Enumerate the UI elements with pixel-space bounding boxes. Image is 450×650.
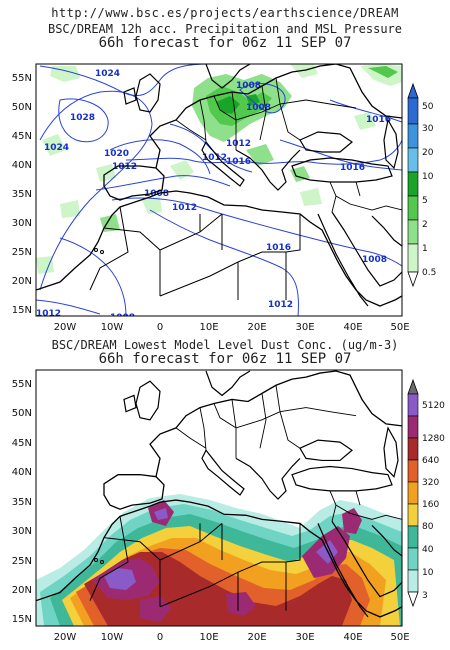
isobar-label: 1016 bbox=[226, 157, 251, 167]
top-panel-forecast: 66h forecast for 06z 11 SEP 07 bbox=[98, 35, 352, 51]
lat-label: 20N bbox=[12, 585, 32, 596]
lat-label: 35N bbox=[12, 497, 32, 508]
colorbar-label: 320 bbox=[422, 478, 439, 488]
dust-map-panel bbox=[35, 369, 403, 627]
colorbar-label: 5120 bbox=[422, 401, 445, 411]
top-lon-axis: 20W 10W 0 10E 20E 30E 40E 50E bbox=[54, 322, 410, 333]
lat-label: 50N bbox=[12, 408, 32, 419]
precip-colorbar: 0.5 1 2 5 10 20 30 50 bbox=[407, 82, 436, 288]
isobar-label: 1012 bbox=[112, 162, 137, 172]
lon-label: 10E bbox=[199, 322, 218, 333]
colorbar-label: 50 bbox=[422, 102, 434, 112]
lat-label: 45N bbox=[12, 131, 32, 142]
isobar-label: 1008 bbox=[236, 81, 261, 91]
lat-label: 55N bbox=[12, 73, 32, 84]
colorbar-label: 40 bbox=[422, 545, 434, 555]
top-panel-title: BSC/DREAM 12h acc. Precipitation and MSL… bbox=[47, 22, 402, 36]
isobar-label: 1012 bbox=[226, 139, 251, 149]
lon-label: 40E bbox=[343, 322, 362, 333]
isobar-label: 1012 bbox=[172, 203, 197, 213]
lon-label: 20W bbox=[54, 322, 77, 333]
colorbar-label: 30 bbox=[422, 124, 434, 134]
colorbar-label: 5 bbox=[422, 196, 428, 206]
lat-label: 25N bbox=[12, 247, 32, 258]
isobar-label: 1012 bbox=[202, 153, 227, 163]
bottom-panel-forecast: 66h forecast for 06z 11 SEP 07 bbox=[98, 351, 352, 367]
isobar-label: 1016 bbox=[340, 163, 365, 173]
lon-label: 50E bbox=[390, 632, 409, 643]
isobar-label: 1008 bbox=[246, 103, 271, 113]
colorbar-label: 10 bbox=[422, 568, 434, 578]
bottom-lat-axis: 55N 50N 45N 40N 35N 30N 25N 20N 15N bbox=[12, 379, 32, 625]
lon-label: 10E bbox=[199, 632, 218, 643]
lon-label: 0 bbox=[157, 322, 163, 333]
lat-label: 15N bbox=[12, 305, 32, 316]
lon-label: 30E bbox=[295, 322, 314, 333]
colorbar-label: 80 bbox=[422, 522, 434, 532]
lat-label: 30N bbox=[12, 218, 32, 229]
isobar-label: 1028 bbox=[70, 113, 95, 123]
bottom-panel-title: BSC/DREAM Lowest Model Level Dust Conc. … bbox=[51, 338, 399, 352]
lon-label: 20E bbox=[247, 322, 266, 333]
colorbar-label: 640 bbox=[422, 456, 439, 466]
lon-label: 40E bbox=[343, 632, 362, 643]
lon-label: 20W bbox=[54, 632, 77, 643]
isobar-label: 1024 bbox=[95, 69, 120, 79]
lat-label: 15N bbox=[12, 614, 32, 625]
top-lat-axis: 55N 50N 45N 40N 35N 30N 25N 20N 15N bbox=[12, 73, 32, 316]
lat-label: 45N bbox=[12, 438, 32, 449]
lon-label: 20E bbox=[247, 632, 266, 643]
isobar-label: 1008 bbox=[110, 313, 135, 323]
isobar-label: 1012 bbox=[268, 300, 293, 310]
colorbar-label: 2 bbox=[422, 220, 428, 230]
lat-label: 55N bbox=[12, 379, 32, 390]
lat-label: 40N bbox=[12, 160, 32, 171]
colorbar-label: 160 bbox=[422, 500, 439, 510]
colorbar-label: 1 bbox=[422, 244, 428, 254]
lat-label: 50N bbox=[12, 102, 32, 113]
isobar-label: 1008 bbox=[362, 255, 387, 265]
precip-map-panel: 1024 1028 1024 1020 1016 1012 1008 1012 … bbox=[35, 63, 403, 323]
lon-label: 30E bbox=[295, 632, 314, 643]
lat-label: 40N bbox=[12, 467, 32, 478]
lon-label: 10W bbox=[101, 322, 124, 333]
dust-colorbar: 3 10 40 80 160 320 640 1280 5120 bbox=[407, 378, 445, 608]
colorbar-label: 10 bbox=[422, 172, 434, 182]
bottom-lon-axis: 20W 10W 0 10E 20E 30E 40E 50E bbox=[54, 632, 410, 643]
lat-label: 30N bbox=[12, 526, 32, 537]
lon-label: 50E bbox=[390, 322, 409, 333]
colorbar-label: 0.5 bbox=[422, 268, 436, 278]
lat-label: 25N bbox=[12, 556, 32, 567]
colorbar-label: 1280 bbox=[422, 434, 445, 444]
lon-label: 0 bbox=[157, 632, 163, 643]
isobar-label: 1020 bbox=[104, 149, 129, 159]
lon-label: 10W bbox=[101, 632, 124, 643]
isobar-label: 1024 bbox=[44, 143, 69, 153]
source-url: http://www.bsc.es/projects/earthscience/… bbox=[51, 6, 399, 20]
lat-label: 20N bbox=[12, 276, 32, 287]
isobar-label: 1016 bbox=[366, 115, 391, 125]
colorbar-label: 20 bbox=[422, 148, 434, 158]
isobar-label: 1012 bbox=[36, 309, 61, 319]
isobar-label: 1016 bbox=[266, 243, 291, 253]
colorbar-label: 3 bbox=[422, 591, 428, 601]
lat-label: 35N bbox=[12, 189, 32, 200]
